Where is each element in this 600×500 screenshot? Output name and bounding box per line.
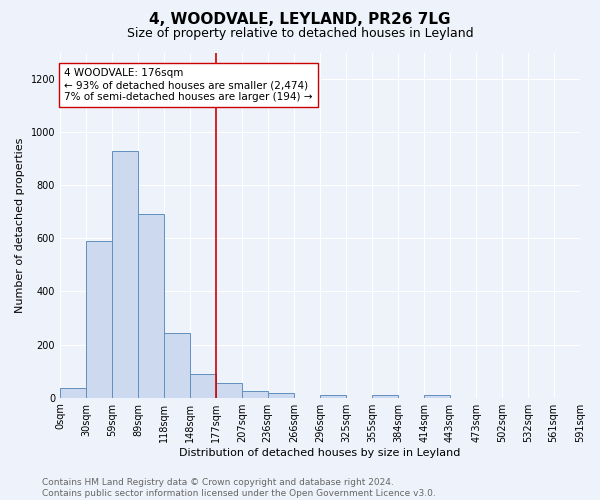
Bar [424, 395, 450, 398]
Text: 4 WOODVALE: 176sqm
← 93% of detached houses are smaller (2,474)
7% of semi-detac: 4 WOODVALE: 176sqm ← 93% of detached hou… [64, 68, 313, 102]
Bar [242, 391, 268, 398]
Text: 4, WOODVALE, LEYLAND, PR26 7LG: 4, WOODVALE, LEYLAND, PR26 7LG [149, 12, 451, 28]
Bar [216, 383, 242, 398]
Bar [86, 241, 112, 398]
Bar [373, 395, 398, 398]
Y-axis label: Number of detached properties: Number of detached properties [15, 138, 25, 313]
Bar [268, 393, 294, 398]
Bar [164, 332, 190, 398]
Bar [60, 388, 86, 398]
Bar [112, 151, 139, 398]
Bar [320, 395, 346, 398]
Bar [139, 214, 164, 398]
Bar [190, 374, 216, 398]
Text: Contains HM Land Registry data © Crown copyright and database right 2024.
Contai: Contains HM Land Registry data © Crown c… [42, 478, 436, 498]
X-axis label: Distribution of detached houses by size in Leyland: Distribution of detached houses by size … [179, 448, 461, 458]
Text: Size of property relative to detached houses in Leyland: Size of property relative to detached ho… [127, 28, 473, 40]
